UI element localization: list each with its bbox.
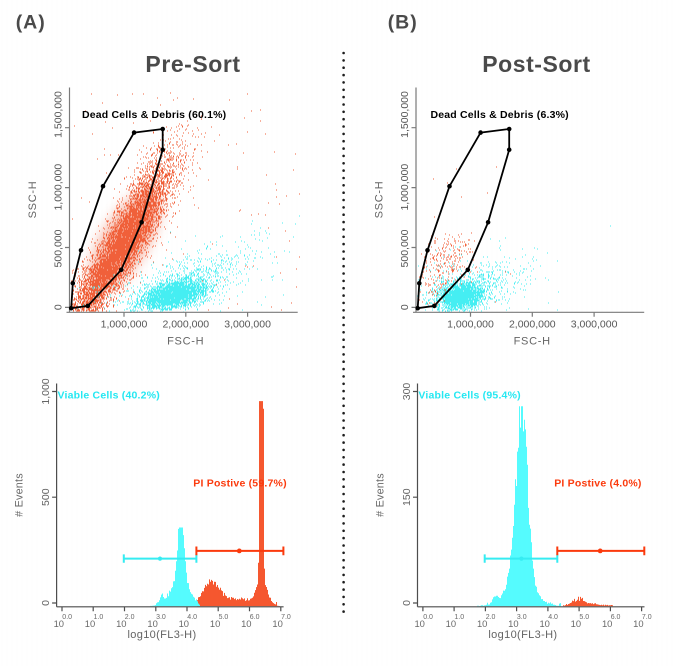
svg-text:1.0: 1.0: [454, 614, 464, 621]
svg-text:300: 300: [401, 383, 413, 401]
svg-text:7.0: 7.0: [281, 614, 291, 621]
svg-text:# Events: # Events: [14, 473, 26, 517]
svg-text:PI Postive (59.7%): PI Postive (59.7%): [193, 478, 286, 490]
svg-text:5.0: 5.0: [579, 614, 589, 621]
svg-text:# Events: # Events: [375, 473, 387, 517]
svg-text:10: 10: [571, 618, 581, 629]
svg-text:3,000,000: 3,000,000: [224, 319, 271, 331]
svg-text:1.0: 1.0: [94, 614, 104, 621]
svg-text:10: 10: [272, 618, 282, 629]
svg-text:10: 10: [508, 618, 518, 629]
svg-text:10: 10: [414, 618, 424, 629]
svg-text:Dead Cells & Debris (60.1%): Dead Cells & Debris (60.1%): [82, 109, 226, 121]
svg-text:FSC-H: FSC-H: [167, 335, 204, 347]
svg-text:500,000: 500,000: [53, 229, 65, 267]
svg-text:Post-Sort: Post-Sort: [482, 51, 590, 77]
svg-text:10: 10: [179, 618, 189, 629]
svg-text:SSC-H: SSC-H: [27, 181, 39, 219]
svg-text:log10(FL3-H): log10(FL3-H): [488, 629, 557, 641]
svg-text:6.0: 6.0: [250, 614, 260, 621]
svg-text:(A): (A): [16, 11, 46, 33]
svg-text:500,000: 500,000: [399, 229, 411, 267]
svg-text:log10(FL3-H): log10(FL3-H): [127, 629, 196, 641]
svg-text:2,000,000: 2,000,000: [162, 319, 209, 331]
svg-text:6.0: 6.0: [611, 614, 621, 621]
svg-text:1,000,000: 1,000,000: [101, 319, 148, 331]
svg-text:10: 10: [477, 618, 487, 629]
svg-text:10: 10: [116, 618, 126, 629]
svg-text:1,000,000: 1,000,000: [447, 319, 494, 331]
svg-text:4.0: 4.0: [187, 614, 197, 621]
svg-text:10: 10: [54, 618, 64, 629]
svg-text:10: 10: [602, 618, 612, 629]
svg-text:Dead Cells & Debris (6.3%): Dead Cells & Debris (6.3%): [431, 109, 569, 121]
svg-text:0: 0: [40, 600, 52, 606]
svg-text:SSC-H: SSC-H: [374, 181, 386, 219]
svg-text:Viable Cells (40.2%): Viable Cells (40.2%): [58, 390, 160, 402]
svg-text:0: 0: [399, 304, 411, 310]
svg-text:FSC-H: FSC-H: [514, 335, 551, 347]
svg-text:Pre-Sort: Pre-Sort: [145, 51, 240, 77]
svg-text:10: 10: [446, 618, 456, 629]
svg-text:4.0: 4.0: [548, 614, 558, 621]
svg-text:0.0: 0.0: [423, 614, 433, 621]
svg-text:1,000: 1,000: [40, 378, 52, 404]
svg-text:10: 10: [210, 618, 220, 629]
svg-text:Viable Cells (95.4%): Viable Cells (95.4%): [418, 390, 520, 402]
svg-text:10: 10: [85, 618, 95, 629]
svg-text:5.0: 5.0: [219, 614, 229, 621]
svg-text:1,000,000: 1,000,000: [399, 164, 411, 211]
svg-text:500: 500: [40, 488, 52, 506]
svg-text:0.0: 0.0: [62, 614, 72, 621]
svg-text:7.0: 7.0: [642, 614, 652, 621]
svg-text:3.0: 3.0: [517, 614, 527, 621]
svg-text:10: 10: [633, 618, 643, 629]
svg-text:(B): (B): [388, 11, 418, 33]
svg-text:150: 150: [401, 488, 413, 506]
svg-text:PI Postive (4.0%): PI Postive (4.0%): [554, 478, 641, 490]
svg-text:2.0: 2.0: [486, 614, 496, 621]
svg-text:10: 10: [241, 618, 251, 629]
svg-text:1,500,000: 1,500,000: [399, 91, 411, 138]
svg-text:10: 10: [539, 618, 549, 629]
svg-text:1,500,000: 1,500,000: [53, 91, 65, 138]
svg-text:0: 0: [53, 304, 65, 310]
svg-text:3.0: 3.0: [156, 614, 166, 621]
svg-text:3,000,000: 3,000,000: [571, 319, 618, 331]
svg-text:2,000,000: 2,000,000: [509, 319, 556, 331]
svg-text:1,000,000: 1,000,000: [53, 164, 65, 211]
svg-text:0: 0: [401, 600, 413, 606]
svg-text:10: 10: [147, 618, 157, 629]
svg-text:2.0: 2.0: [125, 614, 135, 621]
